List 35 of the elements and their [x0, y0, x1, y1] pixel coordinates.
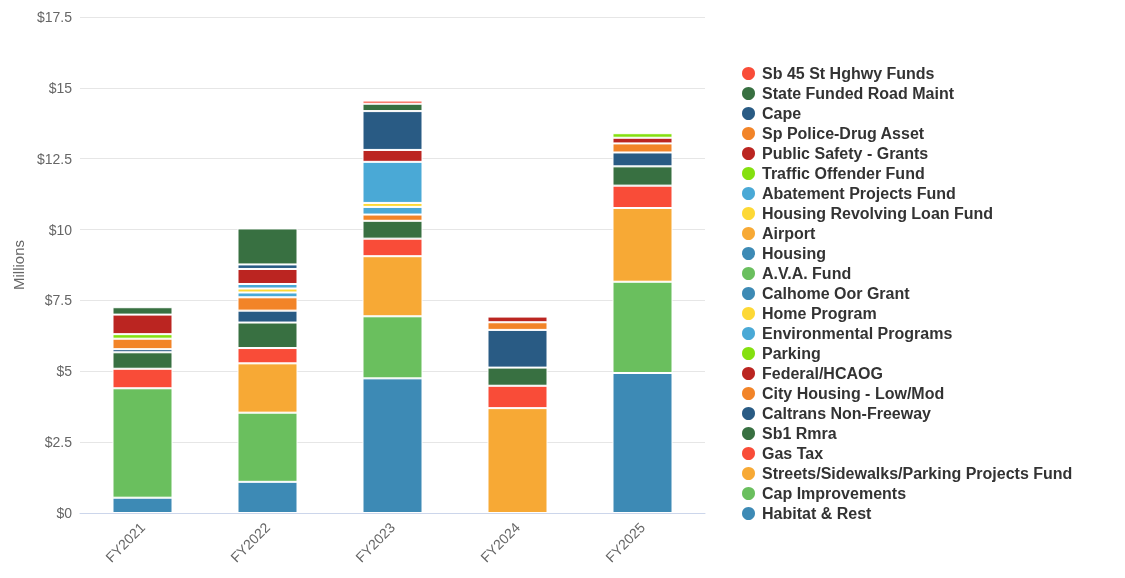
legend-label: Home Program: [762, 305, 877, 322]
y-axis-title: Millions: [10, 239, 28, 291]
legend-label: Cape: [762, 105, 802, 122]
bar: [237, 228, 298, 265]
y-tick-label: $12.5: [36, 150, 73, 167]
legend-label: Sb 45 St Hghwy Funds: [762, 65, 935, 82]
legend-label: State Funded Road Maint: [762, 85, 955, 102]
y-tick-label: $0: [56, 505, 73, 521]
y-tick-label: $15: [48, 79, 73, 96]
legend-label: Sb1 Rmra: [762, 425, 837, 442]
legend-label: Environmental Programs: [762, 325, 953, 342]
legend-label: Calhome Oor Grant: [762, 285, 911, 302]
legend-label: Abatement Projects Fund: [762, 185, 956, 202]
legend-label: Airport: [762, 225, 816, 242]
legend-label: Gas Tax: [762, 445, 824, 462]
legend-label: Housing Revolving Loan Fund: [762, 205, 994, 222]
y-tick-label: $2.5: [44, 434, 73, 451]
legend-label: Parking: [762, 345, 821, 362]
y-tick-label: $10: [48, 221, 73, 238]
legend-label: Housing: [762, 245, 826, 262]
bar: [237, 288, 298, 293]
legend-label: A.V.A. Fund: [762, 265, 852, 282]
legend-label: Streets/Sidewalks/Parking Projects Fund: [762, 465, 1073, 482]
bar: [112, 338, 173, 350]
legend-label: Traffic Offender Fund: [762, 165, 925, 182]
legend-label: Public Safety - Grants: [762, 145, 929, 162]
legend-label: Sp Police-Drug Asset: [762, 125, 925, 142]
y-tick-label: $5: [56, 363, 73, 380]
y-tick-label: $7.5: [44, 292, 73, 309]
legend-label: Federal/HCAOG: [762, 365, 883, 382]
y-tick-label: $17.5: [36, 9, 73, 25]
legend-label: Habitat & Rest: [762, 505, 873, 522]
legend-label: Caltrans Non-Freeway: [762, 405, 932, 422]
legend-label: City Housing - Low/Mod: [762, 385, 945, 402]
legend-label: Cap Improvements: [762, 485, 907, 502]
